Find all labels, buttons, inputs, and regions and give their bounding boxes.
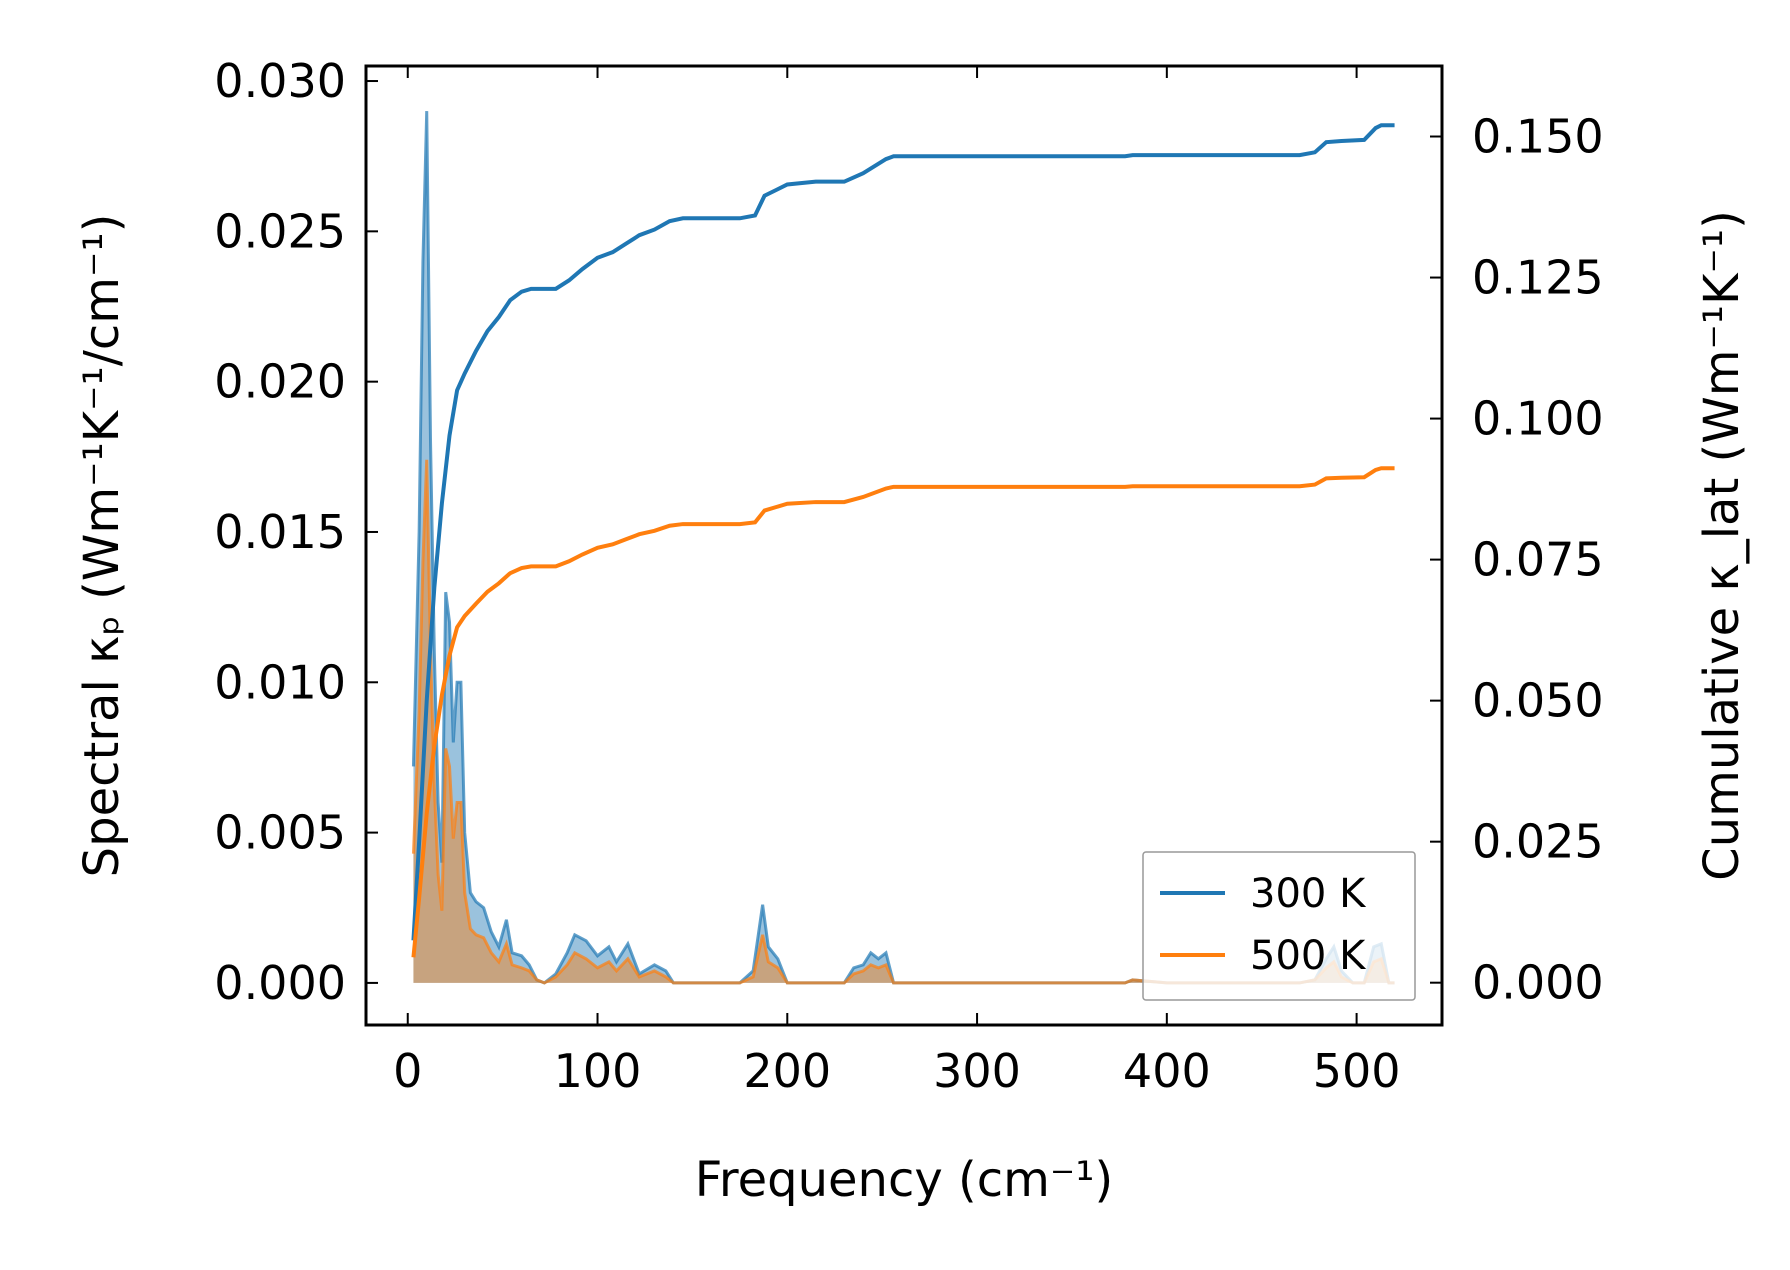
left-y-tick-label: 0.005 [214, 806, 346, 860]
left-y-tick-label: 0.025 [214, 204, 346, 258]
x-tick-label: 200 [743, 1044, 831, 1098]
left-y-tick-label: 0.015 [214, 505, 346, 559]
x-tick-label: 300 [933, 1044, 1021, 1098]
right-y-tick-label: 0.075 [1472, 533, 1604, 587]
legend-box [1142, 851, 1416, 1001]
left-y-tick-label: 0.020 [214, 355, 346, 409]
right-y-tick-label: 0.100 [1472, 392, 1604, 446]
cumulative-line-500k [411, 466, 1395, 958]
left-y-tick-label: 0.010 [214, 655, 346, 709]
plot-frame [364, 64, 1444, 1027]
cumulative-line-layer [411, 123, 1395, 958]
right-y-tick-label: 0.150 [1472, 110, 1604, 164]
right-y-tick-label: 0.050 [1472, 674, 1604, 728]
x-tick-label: 100 [554, 1044, 642, 1098]
right-y-tick-label: 0.125 [1472, 251, 1604, 305]
cumulative-line-300k [411, 123, 1395, 941]
right-y-axis-label: Cumulative κ_lat (Wm⁻¹K⁻¹) [1694, 210, 1750, 881]
left-y-tick-label: 0.030 [214, 54, 346, 108]
left-y-tick-label: 0.000 [214, 956, 346, 1010]
legend-label-300k: 300 K [1250, 871, 1367, 917]
right-y-axis-ticks: 0.000 0.025 0.050 0.075 0.100 0.125 0.150 [1430, 110, 1604, 1010]
left-y-axis-ticks: 0.000 0.005 0.010 0.015 0.020 0.025 0.030 [214, 54, 378, 1010]
x-tick-label: 400 [1123, 1044, 1211, 1098]
right-y-tick-label: 0.000 [1472, 956, 1604, 1010]
x-axis-label: Frequency (cm⁻¹) [695, 1152, 1113, 1208]
legend: 300 K 500 K [1142, 851, 1416, 1001]
x-axis-ticks: 0 100 200 300 400 500 [393, 66, 1401, 1098]
x-tick-label: 500 [1313, 1044, 1401, 1098]
x-tick-label: 0 [393, 1044, 422, 1098]
left-y-axis-label: Spectral κₚ (Wm⁻¹K⁻¹/cm⁻¹) [74, 214, 130, 878]
right-y-tick-label: 0.025 [1472, 815, 1604, 869]
legend-label-500k: 500 K [1250, 933, 1367, 979]
